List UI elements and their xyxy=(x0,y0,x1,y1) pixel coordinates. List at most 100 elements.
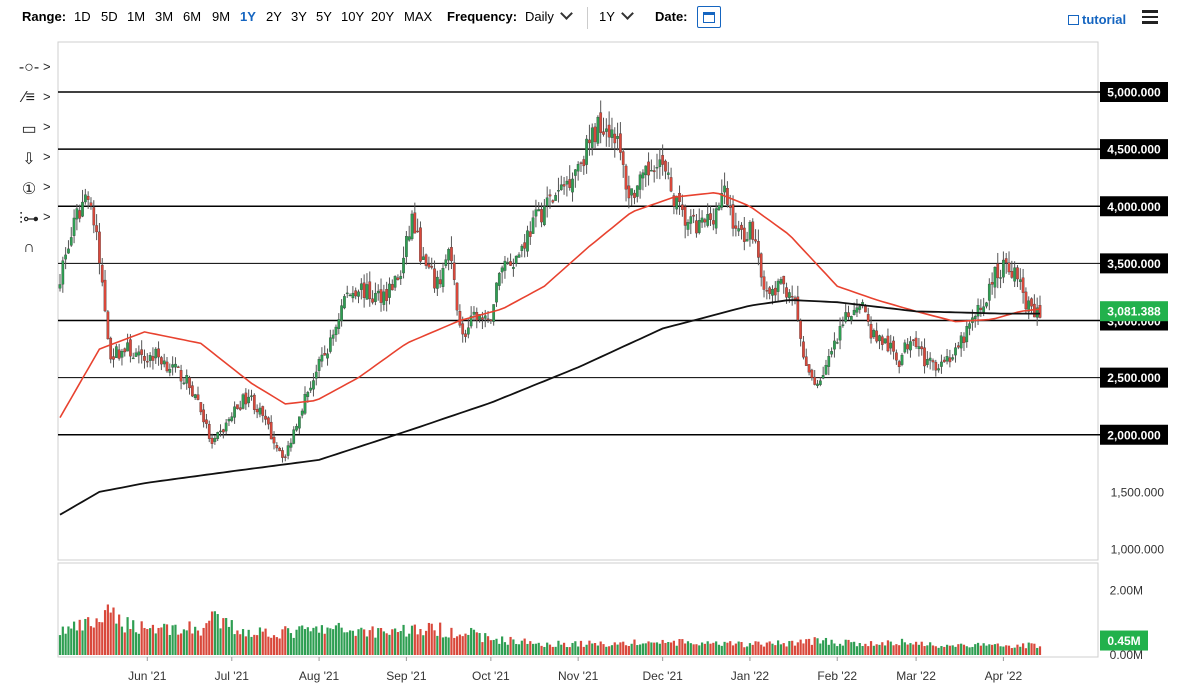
volume-bar xyxy=(593,642,597,655)
candle-body xyxy=(230,416,234,421)
volume-bar xyxy=(999,646,1002,655)
candle-body xyxy=(86,195,90,200)
range-20y-button[interactable]: 20Y xyxy=(371,9,395,24)
volume-bar xyxy=(225,618,228,655)
candle-body xyxy=(106,311,110,340)
candle-body xyxy=(179,370,183,382)
candle-body xyxy=(100,264,104,283)
counter-tool[interactable]: ① > xyxy=(14,176,54,206)
volume-bar xyxy=(686,641,690,655)
range-2y-button[interactable]: 2Y xyxy=(266,9,282,24)
volume-bar xyxy=(163,623,166,655)
range-1m-button[interactable]: 1M xyxy=(127,9,146,24)
candle-body xyxy=(895,352,898,361)
y-tick-label: 4,000.000 xyxy=(1107,200,1161,214)
candle-body xyxy=(351,292,355,299)
candle-body xyxy=(906,344,909,350)
range-5d-button[interactable]: 5D xyxy=(101,9,118,24)
price-level-badge xyxy=(1100,139,1168,160)
volume-bar xyxy=(889,641,892,655)
candle-body xyxy=(1010,270,1014,278)
candle-body xyxy=(402,257,405,274)
magnet-tool[interactable]: ∩ xyxy=(14,236,54,266)
frequency-select[interactable]: Daily xyxy=(525,7,573,24)
measure-tool-icon: ⫶⊶ xyxy=(18,211,39,228)
candle-body xyxy=(982,306,986,313)
volume-bar xyxy=(348,630,352,655)
volume-bar xyxy=(709,643,712,655)
volume-bar xyxy=(467,634,470,655)
range-9m-button[interactable]: 9M xyxy=(212,9,231,24)
arrow-tool[interactable]: ⇩ > xyxy=(14,146,54,176)
candle-body xyxy=(878,335,881,342)
range-10y-button[interactable]: 10Y xyxy=(341,9,365,24)
candle-body xyxy=(1002,259,1005,278)
volume-bar xyxy=(914,641,918,655)
candle-body xyxy=(923,347,926,367)
volume-bar xyxy=(357,629,360,655)
volume-bar xyxy=(323,633,326,655)
y-tick-label: 1,500.000 xyxy=(1111,485,1165,499)
volume-bar xyxy=(205,623,208,655)
volume-bar xyxy=(453,637,456,655)
measure-tool[interactable]: ⫶⊶ > xyxy=(14,206,54,236)
candle-body xyxy=(312,380,315,390)
range-1y-button[interactable]: 1Y xyxy=(240,9,256,24)
candle-body xyxy=(289,442,293,448)
volume-bar xyxy=(985,645,988,655)
range-1d-button[interactable]: 1D xyxy=(74,9,91,24)
range-6m-button[interactable]: 6M xyxy=(183,9,202,24)
volume-bar xyxy=(75,630,78,655)
candle-body xyxy=(962,336,966,344)
candle-body xyxy=(328,337,332,352)
candle-body xyxy=(709,213,712,220)
fib-tool[interactable]: ⁄≡ > xyxy=(14,86,54,116)
hamburger-menu-icon[interactable] xyxy=(1142,10,1158,24)
candle-body xyxy=(331,334,335,339)
candle-body xyxy=(576,164,580,172)
range-3y-button[interactable]: 3Y xyxy=(291,9,307,24)
candle-body xyxy=(157,348,160,358)
range-3m-button[interactable]: 3M xyxy=(155,9,174,24)
candle-body xyxy=(827,356,831,367)
range-5y-button[interactable]: 5Y xyxy=(316,9,332,24)
candle-body xyxy=(720,193,724,208)
volume-bar xyxy=(760,644,763,655)
volume-bar xyxy=(143,627,146,655)
price-pane-frame xyxy=(57,41,1099,561)
volume-bar xyxy=(568,647,571,655)
candle-body xyxy=(802,341,805,358)
calendar-icon[interactable] xyxy=(697,6,721,28)
rectangle-tool[interactable]: ▭ > xyxy=(14,116,54,146)
volume-bar xyxy=(748,643,752,655)
tutorial-link[interactable]: tutorial xyxy=(1068,12,1126,27)
candle-body xyxy=(796,296,800,321)
crosshair-tool[interactable]: -○- > xyxy=(14,56,54,86)
volume-bar xyxy=(768,641,771,655)
candle-body xyxy=(224,422,228,432)
candle-body xyxy=(568,179,572,188)
volume-bar xyxy=(267,636,270,655)
candle-body xyxy=(83,194,87,203)
candle-body xyxy=(945,356,949,362)
volume-bar xyxy=(67,626,70,655)
range-max-button[interactable]: MAX xyxy=(404,9,433,24)
volume-bar xyxy=(258,627,262,655)
candle-body xyxy=(973,316,977,320)
volume-bar xyxy=(433,630,436,655)
volume-bar xyxy=(892,645,895,655)
volume-bar xyxy=(241,629,245,655)
candle-body xyxy=(757,241,760,258)
volume-bar xyxy=(706,641,709,655)
candle-body xyxy=(483,315,487,319)
period-select[interactable]: 1Y xyxy=(599,7,634,24)
last-price-badge xyxy=(1100,301,1168,322)
volume-bar xyxy=(717,644,721,655)
volume-bar xyxy=(194,626,197,655)
candle-body xyxy=(717,205,721,210)
candle-body xyxy=(455,282,459,311)
candle-body xyxy=(993,267,997,288)
candle-body xyxy=(207,424,211,439)
volume-bar xyxy=(633,639,636,655)
